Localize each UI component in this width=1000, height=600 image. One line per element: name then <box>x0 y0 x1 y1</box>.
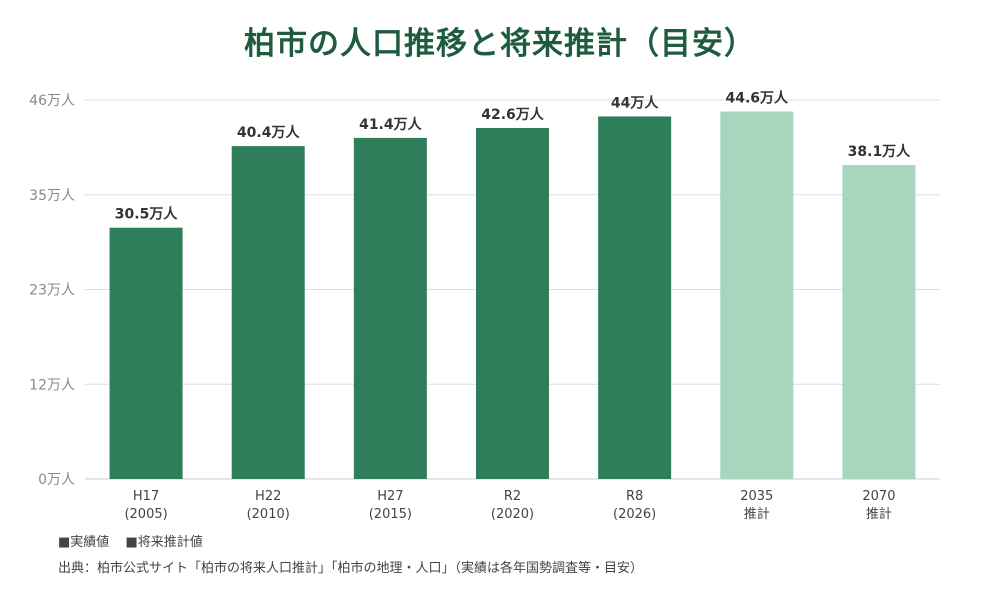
legend-projection: ■将来推計値 <box>125 535 203 550</box>
x-tick-label: (2010) <box>247 507 290 522</box>
data-label: 38.1万人 <box>848 143 912 160</box>
x-tick-label: R2 <box>504 489 521 504</box>
data-label: 41.4万人 <box>359 116 423 133</box>
x-tick-label: 2070 <box>862 489 895 504</box>
x-tick-label: (2026) <box>613 507 656 522</box>
legend-actual: ■実績値 <box>58 535 110 550</box>
y-tick-label: 46万人 <box>29 93 75 109</box>
x-tick-label: 推計 <box>866 506 892 522</box>
data-label: 40.4万人 <box>237 124 301 141</box>
bar <box>842 165 916 480</box>
bar <box>720 111 794 479</box>
x-tick-label: H27 <box>377 489 403 504</box>
y-tick-label: 35万人 <box>29 188 75 204</box>
data-label: 30.5万人 <box>115 206 179 223</box>
data-label: 44万人 <box>611 94 659 111</box>
y-tick-label: 12万人 <box>29 377 75 393</box>
source-note: 出典：柏市公式サイト「柏市の将来人口推計」「柏市の地理・人口」（実績は各年国勢調… <box>58 561 644 576</box>
x-tick-label: (2020) <box>491 507 534 522</box>
bar <box>231 146 305 479</box>
x-tick-label: R8 <box>626 489 643 504</box>
bar <box>476 128 549 479</box>
x-tick-label: 2035 <box>740 489 773 504</box>
bar <box>353 137 427 479</box>
data-label: 44.6万人 <box>726 90 790 107</box>
bar <box>598 116 672 479</box>
y-tick-label: 0万人 <box>38 472 75 488</box>
x-tick-label: H17 <box>133 489 159 504</box>
x-tick-label: H22 <box>255 489 281 504</box>
x-tick-label: (2005) <box>124 507 167 522</box>
x-tick-label: 推計 <box>744 506 770 522</box>
data-label: 42.6万人 <box>481 106 545 123</box>
x-tick-label: (2015) <box>369 507 412 522</box>
y-tick-label: 23万人 <box>29 283 75 299</box>
chart-title: 柏市の人口推移と将来推計（目安） <box>244 26 756 62</box>
bar <box>109 227 183 479</box>
legend: ■実績値 ■将来推計値 <box>58 531 215 550</box>
